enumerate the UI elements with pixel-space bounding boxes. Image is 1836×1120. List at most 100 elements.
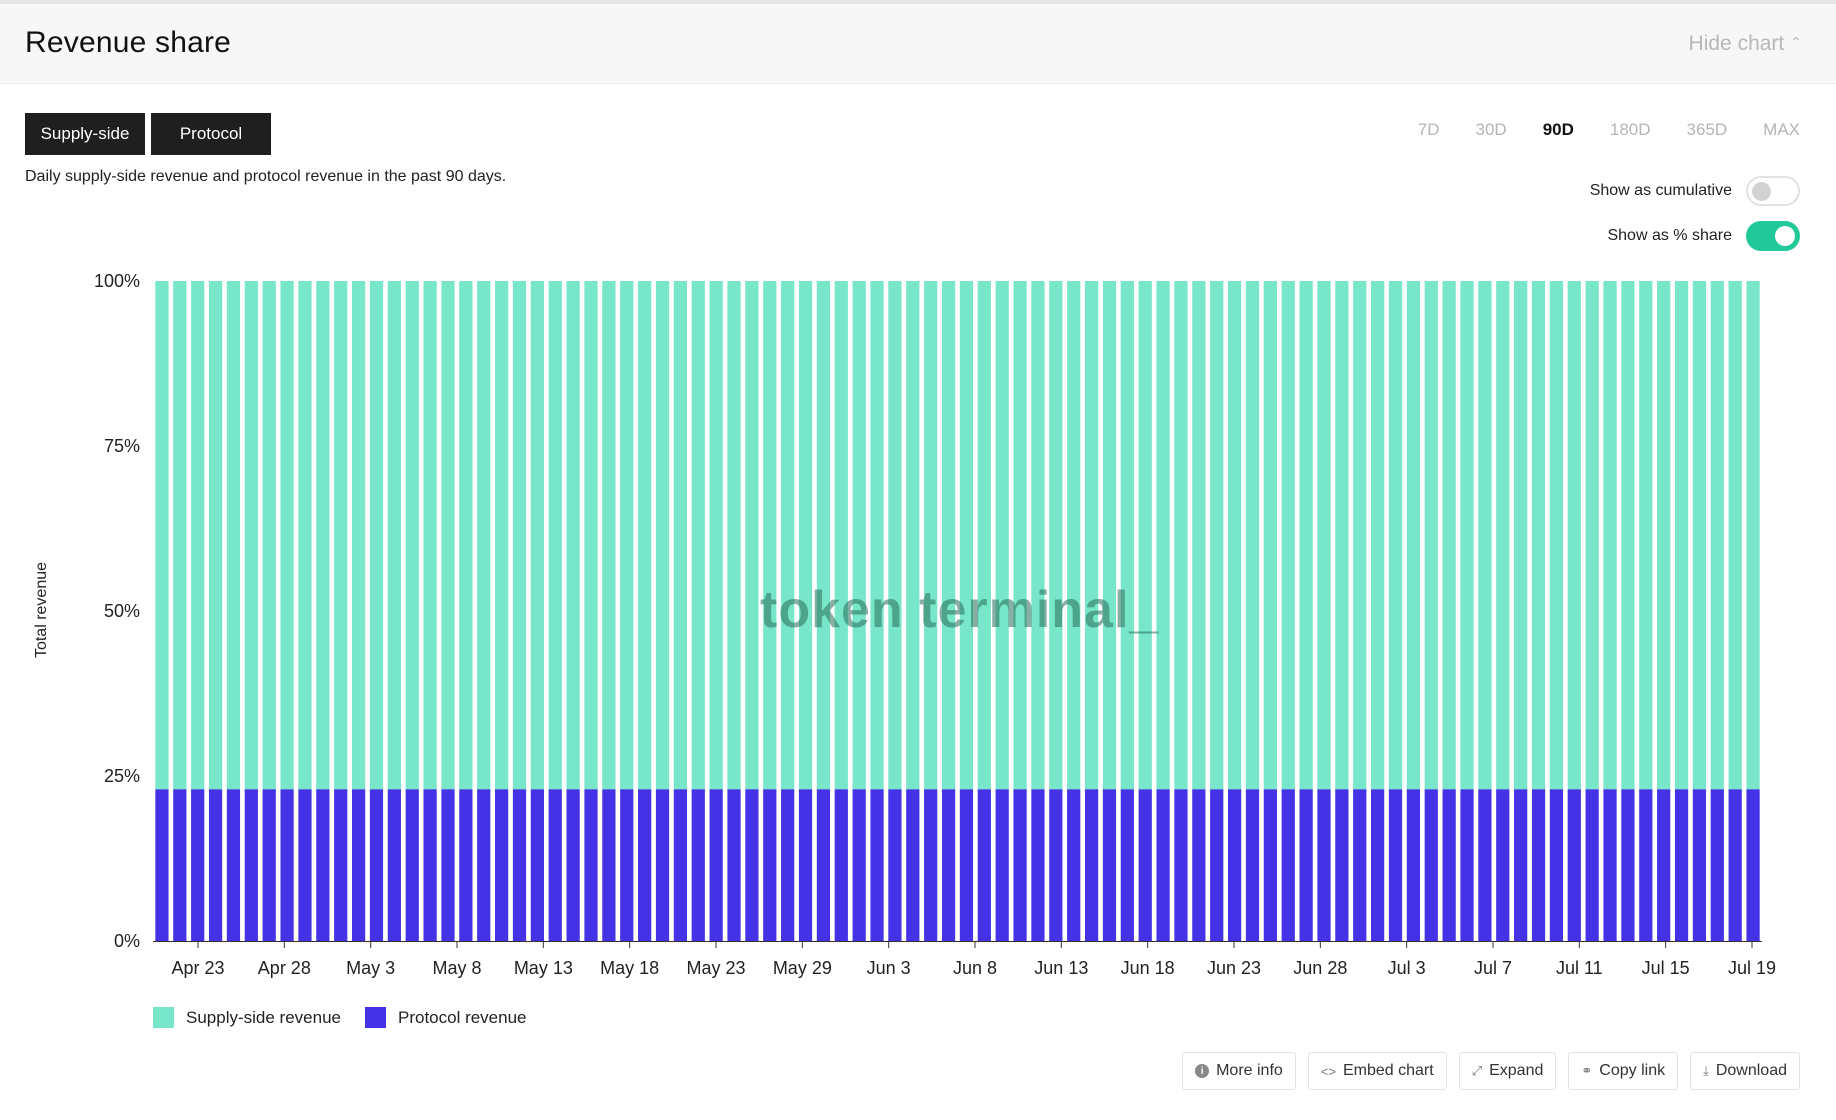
bar-supply-side[interactable] [1585, 281, 1599, 790]
bar-protocol[interactable] [1531, 789, 1546, 941]
bar-supply-side[interactable] [1728, 281, 1742, 790]
bar-supply-side[interactable] [1460, 281, 1474, 790]
bar-protocol[interactable] [906, 789, 920, 941]
bar-protocol[interactable] [316, 789, 330, 941]
bar-protocol[interactable] [1746, 789, 1760, 941]
bar-supply-side[interactable] [369, 281, 384, 790]
range-7d[interactable]: 7D [1417, 120, 1440, 139]
bar-protocol[interactable] [387, 789, 401, 941]
bar-supply-side[interactable] [1067, 281, 1081, 790]
bar-protocol[interactable] [888, 789, 902, 941]
bar-supply-side[interactable] [816, 281, 831, 790]
bar-protocol[interactable] [709, 789, 723, 941]
bar-supply-side[interactable] [977, 281, 991, 790]
bar-supply-side[interactable] [316, 281, 330, 790]
bar-protocol[interactable] [155, 789, 169, 941]
bar-protocol[interactable] [1174, 789, 1188, 941]
bar-protocol[interactable] [244, 789, 258, 941]
bar-supply-side[interactable] [334, 281, 348, 790]
bar-protocol[interactable] [834, 789, 848, 941]
bar-protocol[interactable] [548, 789, 562, 941]
bar-protocol[interactable] [1639, 789, 1653, 941]
bar-protocol[interactable] [727, 789, 741, 941]
bar-supply-side[interactable] [584, 281, 598, 790]
bar-supply-side[interactable] [1692, 281, 1707, 790]
bar-supply-side[interactable] [709, 281, 723, 790]
bar-protocol[interactable] [1067, 789, 1081, 941]
bar-supply-side[interactable] [1424, 281, 1438, 790]
bar-protocol[interactable] [262, 789, 276, 941]
bar-supply-side[interactable] [1657, 281, 1671, 790]
bar-protocol[interactable] [441, 789, 455, 941]
bar-protocol[interactable] [1692, 789, 1707, 941]
range-365d[interactable]: 365D [1686, 120, 1728, 139]
range-max[interactable]: MAX [1763, 120, 1800, 139]
bar-protocol[interactable] [208, 789, 223, 941]
bar-protocol[interactable] [1031, 789, 1045, 941]
bar-protocol[interactable] [1084, 789, 1099, 941]
range-30d[interactable]: 30D [1475, 120, 1507, 139]
bar-protocol[interactable] [1460, 789, 1474, 941]
bar-supply-side[interactable] [530, 281, 544, 790]
bar-protocol[interactable] [1245, 789, 1260, 941]
bar-supply-side[interactable] [691, 281, 705, 790]
bar-protocol[interactable] [512, 789, 527, 941]
bar-supply-side[interactable] [1353, 281, 1367, 790]
bar-supply-side[interactable] [995, 281, 1009, 790]
bar-protocol[interactable] [620, 789, 634, 941]
bar-supply-side[interactable] [1496, 281, 1510, 790]
bar-protocol[interactable] [798, 789, 813, 941]
bar-supply-side[interactable] [906, 281, 920, 790]
bar-supply-side[interactable] [1478, 281, 1492, 790]
bar-supply-side[interactable] [638, 281, 652, 790]
bar-protocol[interactable] [781, 789, 795, 941]
bar-supply-side[interactable] [959, 281, 974, 790]
bar-supply-side[interactable] [1514, 281, 1528, 790]
bar-protocol[interactable] [1227, 789, 1242, 941]
bar-protocol[interactable] [602, 789, 616, 941]
bar-protocol[interactable] [334, 789, 348, 941]
bar-supply-side[interactable] [512, 281, 527, 790]
bar-protocol[interactable] [870, 789, 884, 941]
bar-supply-side[interactable] [870, 281, 884, 790]
bar-supply-side[interactable] [1406, 281, 1420, 790]
bar-protocol[interactable] [1621, 789, 1635, 941]
bar-protocol[interactable] [1156, 789, 1170, 941]
bar-protocol[interactable] [191, 789, 205, 941]
embed-chart-button[interactable]: <> Embed chart [1307, 1052, 1447, 1090]
bar-protocol[interactable] [1514, 789, 1528, 941]
bar-supply-side[interactable] [405, 281, 419, 790]
bar-protocol[interactable] [959, 789, 974, 941]
bar-supply-side[interactable] [1120, 281, 1134, 790]
bar-protocol[interactable] [638, 789, 652, 941]
bar-supply-side[interactable] [1710, 281, 1724, 790]
share-toggle[interactable] [1746, 221, 1800, 251]
bar-supply-side[interactable] [441, 281, 455, 790]
bar-supply-side[interactable] [298, 281, 312, 790]
bar-protocol[interactable] [423, 789, 437, 941]
bar-supply-side[interactable] [351, 281, 366, 790]
bar-supply-side[interactable] [834, 281, 848, 790]
bar-supply-side[interactable] [798, 281, 813, 790]
bar-supply-side[interactable] [1442, 281, 1456, 790]
bar-supply-side[interactable] [781, 281, 795, 790]
bar-supply-side[interactable] [280, 281, 294, 790]
bar-supply-side[interactable] [191, 281, 205, 790]
bar-protocol[interactable] [1549, 789, 1564, 941]
bar-supply-side[interactable] [1746, 281, 1760, 790]
bar-protocol[interactable] [1353, 789, 1367, 941]
bar-protocol[interactable] [1013, 789, 1027, 941]
bar-supply-side[interactable] [1388, 281, 1403, 790]
bar-protocol[interactable] [1657, 789, 1671, 941]
cumulative-toggle[interactable] [1746, 176, 1800, 206]
bar-protocol[interactable] [1674, 789, 1689, 941]
bar-supply-side[interactable] [1371, 281, 1385, 790]
download-button[interactable]: ⤓ Download [1690, 1052, 1800, 1090]
bar-supply-side[interactable] [173, 281, 187, 790]
bar-supply-side[interactable] [924, 281, 938, 790]
bar-supply-side[interactable] [1031, 281, 1045, 790]
bar-protocol[interactable] [530, 789, 544, 941]
bar-protocol[interactable] [1138, 789, 1152, 941]
bar-protocol[interactable] [816, 789, 831, 941]
bar-protocol[interactable] [655, 789, 670, 941]
